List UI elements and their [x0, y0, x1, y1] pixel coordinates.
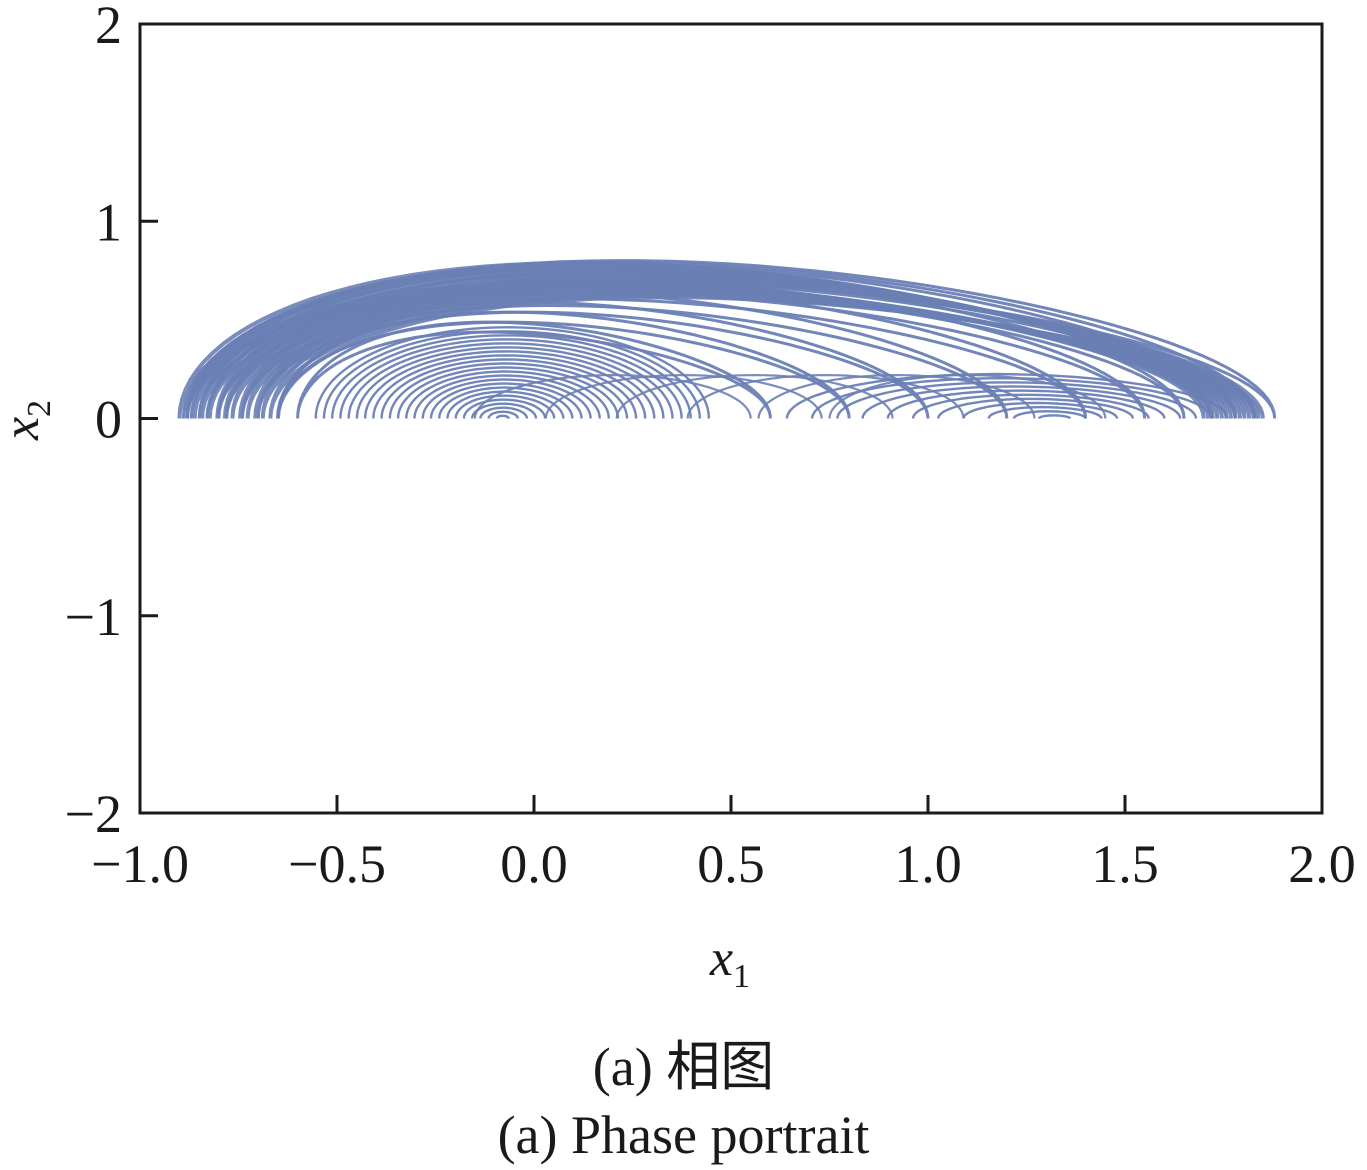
trajectory-loop	[314, 326, 711, 419]
y-tick-label: 2	[95, 0, 122, 55]
trajectory-loop	[363, 350, 656, 419]
y-tick-label: −2	[65, 784, 122, 844]
x-axis-label: x1	[709, 930, 750, 995]
trajectory-loop	[372, 354, 647, 419]
y-tick-label: 0	[95, 390, 122, 450]
trajectory-loop	[413, 374, 601, 419]
trajectory-loop	[296, 320, 772, 419]
y-tick-label: 1	[95, 192, 122, 252]
trajectory-loop	[339, 338, 683, 419]
trajectory-loop	[446, 390, 565, 419]
trajectory-loop	[189, 262, 1237, 419]
trajectory-loop	[811, 376, 1213, 419]
trajectory-loop	[355, 346, 665, 419]
trajectory-curves	[177, 259, 1277, 420]
x-tick-label: 2.0	[1288, 834, 1356, 894]
x-tick-label: −1.0	[91, 834, 189, 894]
trajectory-loop	[388, 362, 629, 419]
trajectory-loop	[347, 342, 674, 419]
y-tick-labels: −2 −1 0 1 2	[65, 0, 122, 844]
trajectory-loop	[275, 280, 1265, 419]
x-tick-label: 0.5	[697, 834, 765, 894]
trajectory-loop	[429, 382, 583, 419]
trajectory-loop	[1012, 410, 1087, 419]
trajectory-loop	[396, 366, 620, 419]
x-tick-label: −0.5	[288, 834, 386, 894]
trajectory-loop	[495, 414, 510, 420]
trajectory-loop	[886, 389, 1166, 419]
x-tick-label: 0.0	[500, 834, 568, 894]
x-tick-label: 1.0	[894, 834, 962, 894]
trajectory-loop	[240, 290, 1009, 419]
trajectory-loop	[421, 378, 592, 419]
trajectory-loop	[479, 406, 529, 419]
trajectory-loop	[1037, 414, 1072, 420]
trajectory-loop	[861, 385, 1182, 419]
trajectory-loop	[836, 381, 1198, 419]
trajectory-loop	[828, 373, 1107, 419]
trajectory-loop	[987, 405, 1103, 419]
x-tick-labels: −1.0 −0.5 0.0 0.5 1.0 1.5 2.0	[91, 834, 1356, 894]
trajectory-loop	[454, 394, 556, 419]
y-axis-label: x2	[0, 400, 58, 441]
y-tick-label: −1	[65, 587, 122, 647]
axis-ticks	[140, 219, 1127, 813]
figure-caption-chinese: (a) 相图	[592, 1037, 775, 1097]
trajectory-loop	[462, 398, 547, 419]
trajectory-loop	[380, 358, 638, 419]
trajectory-loop	[757, 373, 1036, 419]
trajectory-loop	[487, 410, 519, 419]
trajectory-loop	[471, 402, 538, 419]
trajectory-loop	[438, 386, 574, 419]
figure-caption-english: (a) Phase portrait	[497, 1105, 870, 1165]
trajectory-loop	[256, 300, 930, 419]
x-tick-label: 1.5	[1091, 834, 1159, 894]
trajectory-loop	[937, 397, 1135, 419]
trajectory-loop	[785, 372, 1229, 419]
trajectory-loop	[331, 334, 692, 419]
